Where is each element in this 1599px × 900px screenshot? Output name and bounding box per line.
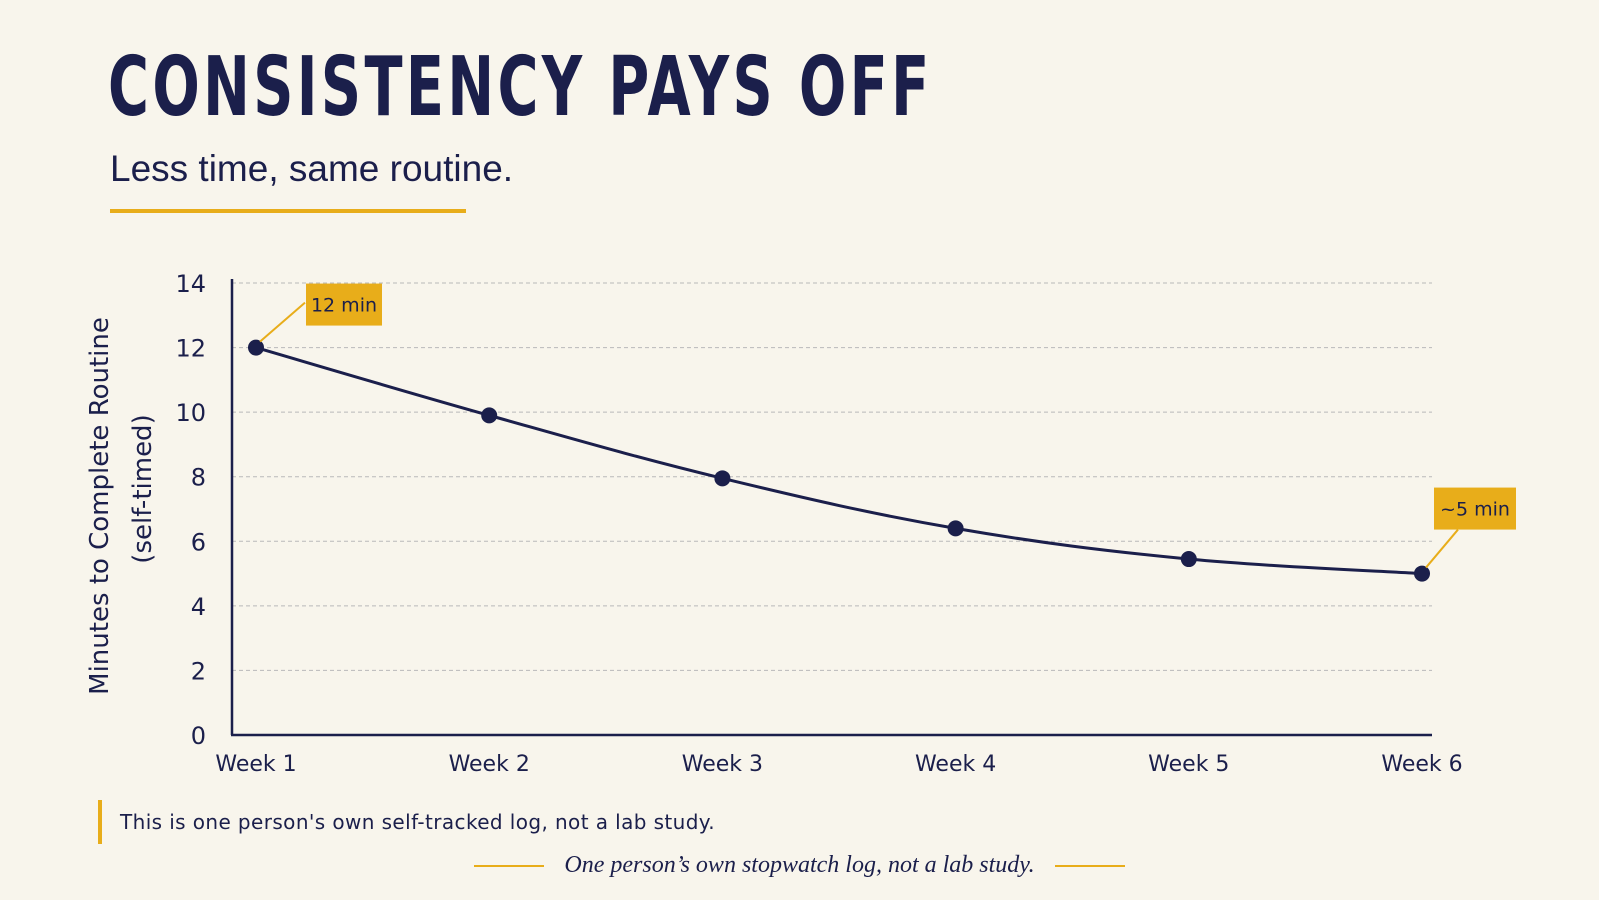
y-tick-label: 2 [191,657,206,685]
annotation-label: ~5 min [1440,499,1510,521]
disclaimer-note: This is one person's own self-tracked lo… [98,800,715,844]
annotation-leader [1425,528,1459,569]
data-point [481,407,498,424]
data-point [1414,565,1430,582]
y-axis-title: Minutes to Complete Routine (self-timed) [85,317,158,695]
y-tick-label: 8 [191,464,206,492]
x-tick-label: Week 1 [215,752,296,777]
axes [230,279,1432,737]
y-tick-label: 0 [191,722,206,750]
series [248,339,1430,582]
x-tick-label: Week 2 [449,752,530,777]
x-tick-label: Week 5 [1148,752,1229,777]
x-tick-label: Week 6 [1381,752,1462,777]
annotation-box [306,283,382,326]
y-tick-label: 6 [191,528,206,556]
annotations: 12 min ~5 min [259,283,1516,569]
chart-subtitle: Less time, same routine. [110,148,514,189]
y-tick-label: 4 [191,593,206,621]
title-underline [110,209,466,213]
y-tick-labels: 0 2 4 6 8 10 12 14 [175,270,206,750]
y-tick-label: 14 [175,270,206,298]
annotation-box [1434,487,1516,530]
y-axis-label-sub: (self-timed) [128,414,158,563]
annotation-label: 12 min [311,295,377,317]
x-tick-labels: Week 1 Week 2 Week 3 Week 4 Week 5 Week 6 [215,752,1462,777]
disclaimer-text: This is one person's own self-tracked lo… [120,810,715,834]
y-axis-label: Minutes to Complete Routine [85,317,115,695]
data-point [714,470,731,487]
data-point [947,520,964,537]
grid-lines [232,282,1432,671]
data-point [248,339,264,356]
footer-caption-row: One person’s own stopwatch log, not a la… [0,852,1599,879]
data-point [1180,551,1197,568]
chart-title: CONSISTENCY PAYS OFF [108,40,933,135]
footer-caption: One person’s own stopwatch log, not a la… [564,852,1035,878]
series-line [255,346,1423,576]
y-tick-label: 12 [175,335,206,363]
x-tick-label: Week 3 [682,752,763,777]
footer-right-rule [1054,864,1125,867]
footer-left-rule [474,864,545,867]
annotation-leader [259,301,306,343]
x-tick-label: Week 4 [915,752,996,777]
y-tick-label: 10 [175,399,206,427]
